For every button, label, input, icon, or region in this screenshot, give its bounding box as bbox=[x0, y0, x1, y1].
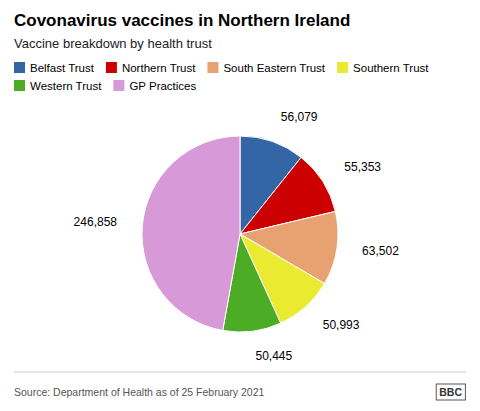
legend-swatch bbox=[106, 62, 117, 73]
separator bbox=[14, 372, 466, 373]
legend-label: South Eastern Trust bbox=[223, 62, 325, 74]
data-label: 50,993 bbox=[323, 318, 360, 332]
legend-swatch bbox=[113, 80, 124, 91]
legend-item: Belfast Trust bbox=[14, 62, 95, 74]
subtitle: Vaccine breakdown by health trust bbox=[14, 36, 212, 51]
legend-label: Western Trust bbox=[30, 80, 102, 92]
data-label: 50,445 bbox=[255, 349, 292, 363]
chart: Covonavirus vaccines in Northern Ireland… bbox=[0, 0, 480, 411]
legend-item: Northern Trust bbox=[106, 62, 196, 74]
data-label: 63,502 bbox=[362, 244, 399, 258]
legend-swatch bbox=[207, 62, 218, 73]
data-labels: 56,079 55,353 63,502 50,993 50,445 246,858 bbox=[74, 110, 400, 363]
legend-swatch bbox=[14, 62, 25, 73]
title: Covonavirus vaccines in Northern Ireland bbox=[14, 11, 350, 30]
legend-item: GP Practices bbox=[113, 80, 196, 92]
legend-label: Belfast Trust bbox=[30, 62, 95, 74]
logo-text: BBC bbox=[439, 386, 462, 398]
legend: Belfast Trust Northern Trust South Eastern… bbox=[14, 62, 429, 92]
data-label: 55,353 bbox=[344, 160, 381, 174]
legend-label: Southern Trust bbox=[353, 62, 429, 74]
data-label: 246,858 bbox=[74, 215, 118, 229]
logo-box bbox=[436, 384, 465, 400]
legend-swatch bbox=[337, 62, 348, 73]
background bbox=[0, 0, 480, 411]
slice bbox=[142, 136, 240, 330]
source: Source: Department of Health as of 25 Fe… bbox=[14, 386, 265, 398]
legend-label: GP Practices bbox=[129, 80, 196, 92]
legend-item: Western Trust bbox=[14, 80, 102, 92]
legend-item: South Eastern Trust bbox=[207, 62, 325, 74]
legend-swatch bbox=[14, 80, 25, 91]
legend-label: Northern Trust bbox=[122, 62, 196, 74]
pie bbox=[142, 136, 338, 332]
legend-item: Southern Trust bbox=[337, 62, 429, 74]
data-label: 56,079 bbox=[281, 110, 318, 124]
